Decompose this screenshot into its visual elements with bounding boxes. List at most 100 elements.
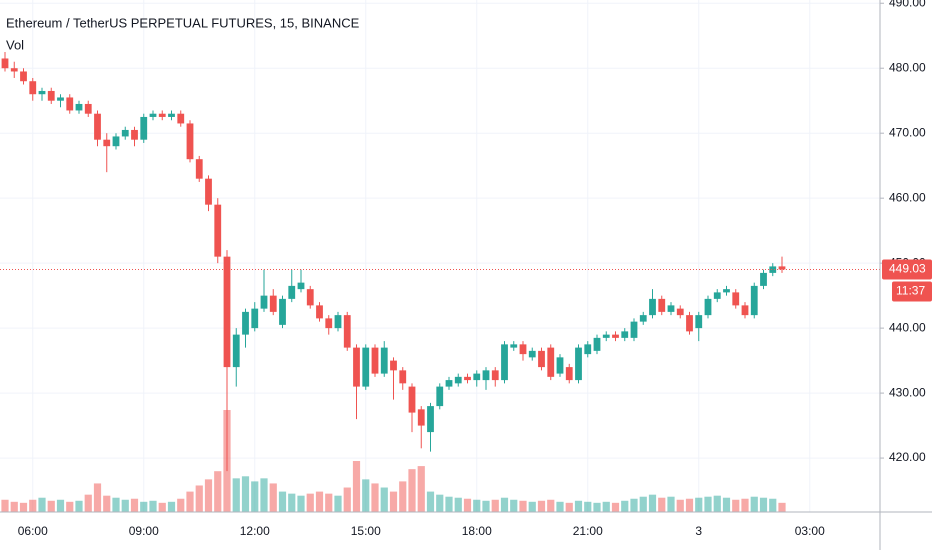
- candle-body: [112, 136, 120, 147]
- candle-body: [704, 298, 712, 316]
- candle-body: [491, 370, 499, 381]
- candle-body: [510, 344, 518, 348]
- volume-bar: [463, 498, 472, 512]
- volume-bar: [75, 500, 83, 512]
- candle-body: [316, 305, 323, 319]
- candle-body: [547, 347, 555, 377]
- candle-body: [223, 256, 231, 368]
- volume-bar: [584, 501, 592, 512]
- candle-body: [177, 113, 185, 124]
- y-tick-label: 480.00: [889, 60, 926, 74]
- volume-bar: [112, 497, 120, 512]
- candle-body: [232, 334, 240, 368]
- volume-bar: [371, 483, 379, 512]
- volume-bar: [121, 499, 129, 512]
- candle-body: [10, 68, 18, 72]
- volume-bar: [204, 479, 213, 512]
- volume-bar: [29, 499, 37, 512]
- volume-bar: [103, 495, 111, 512]
- volume-bar: [611, 502, 620, 512]
- volume-bar: [269, 483, 277, 512]
- volume-bar: [778, 502, 786, 512]
- candle-body: [445, 380, 453, 387]
- volume-bar: [704, 496, 712, 512]
- y-tick-label: 460.00: [889, 190, 926, 204]
- volume-bar: [315, 491, 324, 512]
- last-price-box: [882, 259, 932, 280]
- candle-body: [399, 370, 407, 384]
- candle-body: [131, 129, 138, 140]
- volume-bar: [602, 501, 610, 512]
- x-tick-label: 15:00: [351, 524, 381, 538]
- volume-bar: [621, 500, 629, 512]
- candle-body: [121, 129, 129, 137]
- volume-bar: [389, 491, 398, 512]
- volume-title[interactable]: Vol: [6, 37, 24, 52]
- volume-bar: [241, 476, 250, 512]
- x-tick-label: 18:00: [462, 524, 492, 538]
- candle-body: [593, 337, 601, 351]
- candle-body: [575, 347, 582, 381]
- last-price-label: 449.03: [889, 262, 926, 276]
- volume-bar: [658, 497, 666, 512]
- volume-bar: [343, 487, 351, 512]
- candle-body: [630, 321, 638, 338]
- volume-bar: [537, 500, 546, 512]
- candle-body: [149, 113, 157, 117]
- volume-bar: [66, 501, 74, 512]
- candle-body: [94, 113, 101, 140]
- volume-bar: [47, 500, 55, 512]
- volume-bar: [149, 500, 157, 512]
- candle-body: [612, 334, 619, 338]
- volume-bar: [306, 493, 314, 512]
- candle-body: [343, 315, 351, 348]
- candle-body: [29, 81, 37, 95]
- volume-bar: [685, 498, 694, 512]
- candle-body: [686, 315, 693, 332]
- candle-body: [408, 386, 416, 413]
- volume-bar: [722, 497, 731, 512]
- volume-bar: [158, 502, 166, 512]
- volume-bar: [260, 478, 268, 512]
- volume-bar: [186, 491, 194, 512]
- candle-body: [103, 139, 111, 147]
- candle-body: [251, 308, 259, 329]
- volume-bar: [297, 495, 305, 512]
- candle-body: [57, 97, 64, 101]
- volume-bar: [732, 499, 740, 512]
- chart-title[interactable]: Ethereum / TetherUS PERPETUAL FUTURES, 1…: [6, 15, 360, 30]
- volume-bar: [167, 501, 176, 512]
- volume-bar: [177, 498, 185, 512]
- volume-bar: [565, 502, 573, 512]
- candle-body: [584, 344, 592, 355]
- volume-bar: [454, 497, 462, 512]
- candle-body: [297, 282, 305, 290]
- marks: [0, 51, 880, 512]
- candle-body: [279, 298, 286, 325]
- candle-body: [676, 308, 684, 316]
- candle-body: [371, 347, 379, 374]
- candle-body: [242, 311, 249, 335]
- candle-body: [47, 90, 55, 101]
- candle-body: [760, 272, 767, 286]
- volume-bar: [38, 497, 46, 512]
- volume-bar: [362, 479, 370, 512]
- candle-body: [658, 298, 666, 312]
- volume-bar: [417, 466, 425, 512]
- volume-bar: [334, 495, 342, 512]
- volume-bar: [750, 496, 758, 512]
- volume-bar: [93, 483, 102, 512]
- candle-body: [473, 373, 481, 381]
- volume-bar: [10, 501, 18, 512]
- volume-bar: [769, 498, 777, 512]
- candle-body: [713, 292, 721, 299]
- candle-body: [741, 305, 749, 316]
- candle-body: [325, 318, 333, 329]
- volume-bar: [528, 501, 536, 512]
- candle-body: [38, 90, 46, 95]
- volume-bar: [140, 501, 148, 512]
- candle-body: [639, 315, 647, 322]
- volume-bar: [130, 498, 139, 512]
